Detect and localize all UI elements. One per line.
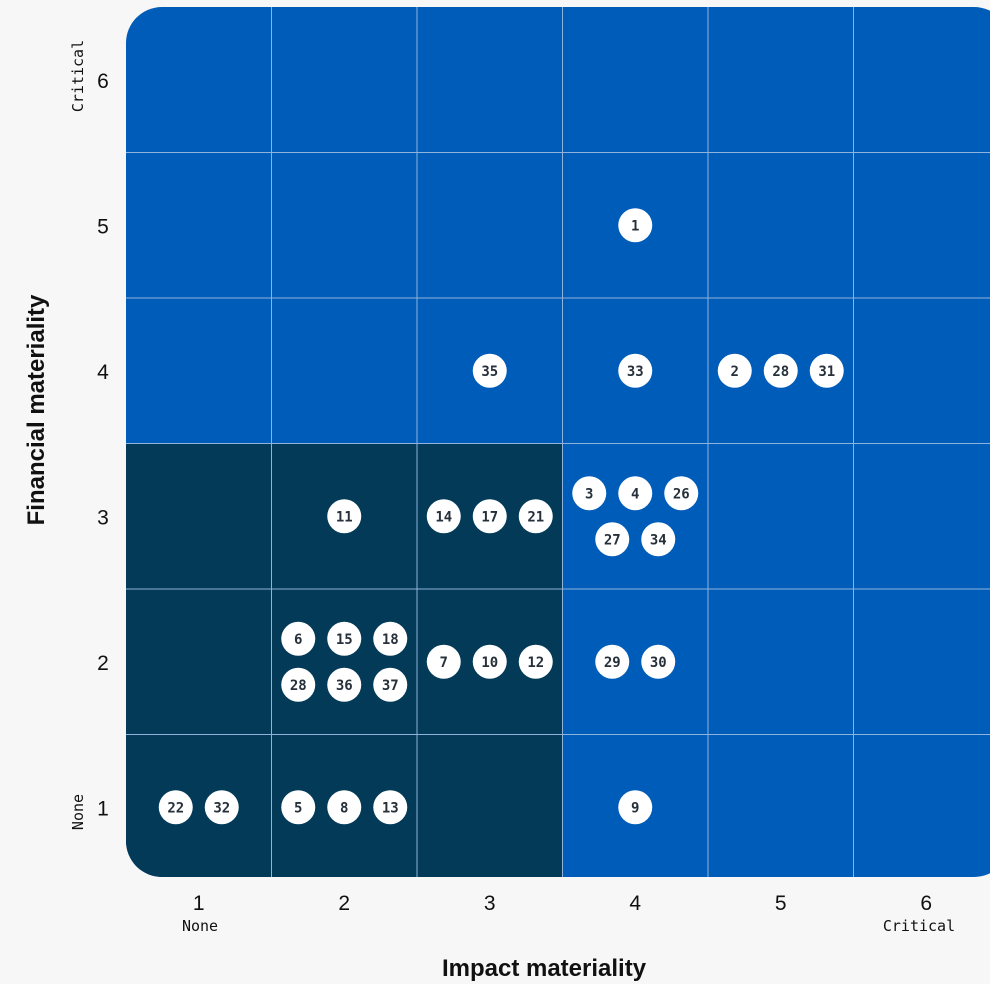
data-point-marker [618,353,653,388]
data-point-label: 31 [818,364,835,380]
data-point-marker [641,644,676,679]
data-point-marker [809,353,844,388]
x-tick-label: 1 [193,892,205,915]
data-point-marker [472,644,507,679]
data-point-label: 4 [631,486,639,502]
data-point-label: 37 [382,678,399,694]
data-point-label: 29 [604,655,621,671]
data-point-marker [572,476,607,511]
y-axis-title: Financial materiality [23,294,50,525]
y-axis-high-label: Critical [69,40,87,112]
data-point-label: 35 [481,364,498,380]
x-tick-label: 4 [629,892,641,915]
data-point-label: 21 [527,509,544,525]
x-axis-title: Impact materiality [442,955,647,982]
data-point-label: 28 [290,678,307,694]
data-point-marker [373,667,408,702]
data-point-label: 6 [294,632,302,648]
data-point-marker [327,790,362,825]
data-point-marker [518,499,553,534]
data-point-marker [763,353,798,388]
data-point-label: 36 [336,678,353,694]
data-point-marker [158,790,193,825]
data-point-label: 1 [631,218,639,234]
data-point-label: 13 [382,800,399,816]
data-point-marker [327,499,362,534]
data-point-marker [281,790,316,825]
data-point-marker [281,667,316,702]
data-point-label: 12 [527,655,544,671]
x-axis-low-label: None [182,917,218,935]
data-point-label: 7 [440,655,448,671]
low-zone-cell [126,734,272,877]
data-point-marker [595,644,630,679]
data-point-label: 15 [336,632,353,648]
data-point-label: 32 [213,800,230,816]
y-tick-label: 1 [97,797,109,820]
data-point-label: 2 [731,364,739,380]
data-point-marker [518,644,553,679]
data-point-marker [717,353,752,388]
data-point-label: 8 [340,800,348,816]
data-point-label: 34 [650,532,667,548]
data-point-label: 11 [336,509,353,525]
x-tick-label: 2 [338,892,350,915]
data-point-marker [373,621,408,656]
data-point-label: 26 [673,486,690,502]
y-tick-label: 3 [97,506,109,529]
data-point-marker [204,790,239,825]
data-point-marker [618,208,653,243]
data-point-label: 33 [627,364,644,380]
low-zone-cell [126,589,272,735]
y-axis-low-label: None [69,794,87,830]
data-point-marker [281,621,316,656]
data-point-label: 27 [604,532,621,548]
data-point-marker [618,476,653,511]
data-point-marker [641,522,676,557]
data-point-marker [426,644,461,679]
data-point-label: 30 [650,655,667,671]
x-tick-label: 6 [920,892,932,915]
grid-lines [126,7,990,877]
data-point-marker [472,499,507,534]
data-point-marker [664,476,699,511]
low-zone-cell [271,589,417,735]
y-tick-label: 2 [97,652,109,675]
data-point-label: 28 [772,364,789,380]
data-point-label: 5 [294,800,302,816]
data-point-label: 18 [382,632,399,648]
data-point-marker [426,499,461,534]
data-point-label: 14 [435,509,452,525]
data-point-marker [373,790,408,825]
data-point-marker [327,621,362,656]
data-point-marker [595,522,630,557]
data-point-label: 22 [167,800,184,816]
x-tick-label: 3 [484,892,496,915]
data-point-marker [618,790,653,825]
x-tick-label: 5 [775,892,787,915]
y-tick-label: 6 [97,70,109,93]
data-point-label: 3 [585,486,593,502]
data-point-label: 9 [631,800,639,816]
data-point-marker [472,353,507,388]
data-point-label: 10 [481,655,498,671]
y-tick-label: 5 [97,215,109,238]
data-point-marker [327,667,362,702]
data-point-label: 17 [481,509,498,525]
low-zone-cell [417,734,563,877]
x-axis-high-label: Critical [883,917,955,935]
low-zone-cell [126,443,272,589]
y-tick-label: 4 [97,361,109,384]
